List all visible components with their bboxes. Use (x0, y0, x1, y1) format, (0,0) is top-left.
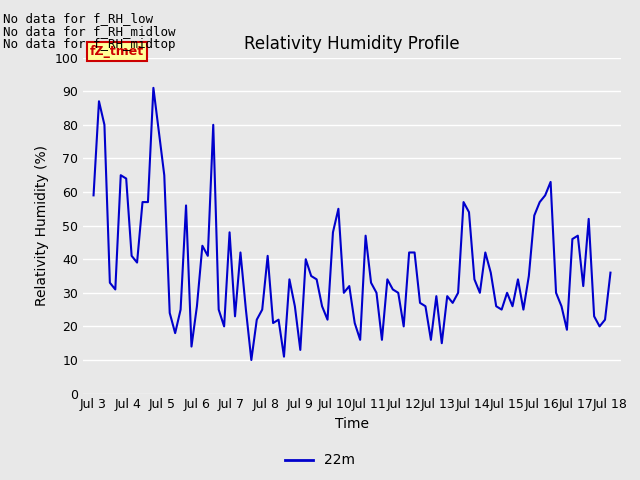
X-axis label: Time: Time (335, 417, 369, 431)
Text: No data for f_RH_midlow: No data for f_RH_midlow (3, 25, 176, 38)
Text: No data for f_RH_low: No data for f_RH_low (3, 12, 153, 25)
Text: fZ_tmet: fZ_tmet (90, 45, 144, 58)
Legend: 22m: 22m (280, 448, 360, 473)
Title: Relativity Humidity Profile: Relativity Humidity Profile (244, 35, 460, 53)
Y-axis label: Relativity Humidity (%): Relativity Humidity (%) (35, 145, 49, 306)
Text: No data for f_RH_midtop: No data for f_RH_midtop (3, 38, 176, 51)
